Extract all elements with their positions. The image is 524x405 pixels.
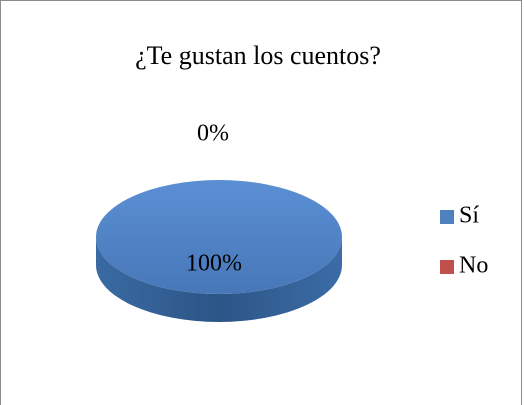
legend-swatch bbox=[440, 210, 454, 224]
legend-swatch bbox=[440, 260, 454, 274]
pie-side bbox=[96, 237, 342, 322]
data-label: 0% bbox=[197, 121, 229, 147]
legend-label: No bbox=[459, 253, 488, 279]
data-label: 100% bbox=[186, 251, 242, 277]
pie-slice bbox=[96, 180, 342, 294]
chart-title: ¿Te gustan los cuentos? bbox=[135, 41, 381, 70]
legend-label: Sí bbox=[459, 203, 479, 229]
